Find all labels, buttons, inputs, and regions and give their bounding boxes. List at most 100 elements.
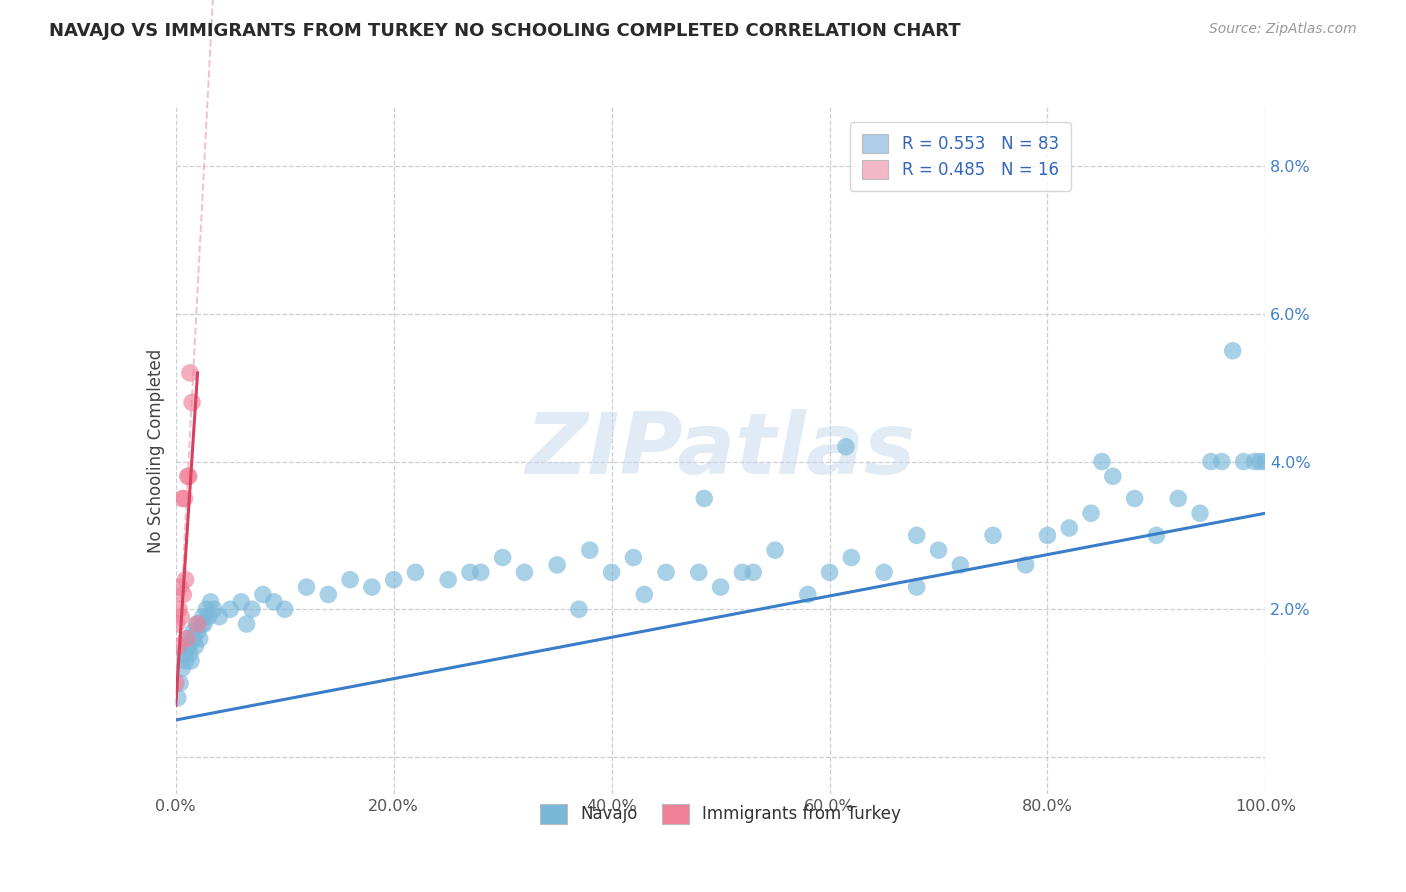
Point bbox=[231, 595, 253, 609]
Point bbox=[186, 617, 209, 632]
Point bbox=[193, 617, 215, 632]
Point bbox=[513, 566, 536, 580]
Point bbox=[710, 580, 733, 594]
Point bbox=[183, 632, 205, 646]
Point bbox=[180, 654, 202, 668]
Point bbox=[252, 587, 274, 601]
Point bbox=[197, 609, 219, 624]
Point bbox=[873, 566, 896, 580]
Point bbox=[166, 617, 188, 632]
Point bbox=[621, 550, 644, 565]
Point bbox=[1080, 506, 1102, 520]
Point bbox=[240, 602, 263, 616]
Point bbox=[1199, 454, 1222, 468]
Point bbox=[263, 595, 285, 609]
Point bbox=[1102, 469, 1125, 483]
Point bbox=[1015, 558, 1038, 572]
Point bbox=[195, 602, 218, 616]
Point bbox=[949, 558, 972, 572]
Point bbox=[928, 543, 950, 558]
Point bbox=[405, 566, 427, 580]
Point bbox=[176, 639, 198, 653]
Text: ZIPatlas: ZIPatlas bbox=[526, 409, 915, 492]
Point bbox=[600, 566, 623, 580]
Point bbox=[339, 573, 361, 587]
Point bbox=[165, 676, 187, 690]
Point bbox=[177, 469, 200, 483]
Point bbox=[568, 602, 591, 616]
Point bbox=[235, 617, 257, 632]
Y-axis label: No Schooling Completed: No Schooling Completed bbox=[146, 349, 165, 552]
Point bbox=[188, 632, 211, 646]
Point bbox=[458, 566, 481, 580]
Point bbox=[1243, 454, 1265, 468]
Point bbox=[835, 440, 858, 454]
Point bbox=[177, 639, 200, 653]
Point bbox=[170, 609, 193, 624]
Point bbox=[731, 566, 754, 580]
Text: NAVAJO VS IMMIGRANTS FROM TURKEY NO SCHOOLING COMPLETED CORRELATION CHART: NAVAJO VS IMMIGRANTS FROM TURKEY NO SCHO… bbox=[49, 22, 960, 40]
Point bbox=[1091, 454, 1114, 468]
Point bbox=[184, 639, 207, 653]
Point bbox=[1232, 454, 1256, 468]
Point bbox=[1167, 491, 1189, 506]
Point bbox=[274, 602, 297, 616]
Point bbox=[169, 580, 191, 594]
Point bbox=[905, 528, 928, 542]
Point bbox=[191, 609, 214, 624]
Point bbox=[176, 632, 198, 646]
Point bbox=[1222, 343, 1244, 358]
Point bbox=[208, 609, 231, 624]
Point bbox=[579, 543, 602, 558]
Point bbox=[172, 491, 194, 506]
Point bbox=[191, 617, 214, 632]
Point bbox=[167, 602, 190, 616]
Point bbox=[492, 550, 515, 565]
Point bbox=[763, 543, 786, 558]
Point bbox=[360, 580, 382, 594]
Point bbox=[546, 558, 568, 572]
Point bbox=[905, 580, 928, 594]
Point bbox=[295, 580, 318, 594]
Text: Source: ZipAtlas.com: Source: ZipAtlas.com bbox=[1209, 22, 1357, 37]
Point bbox=[655, 566, 678, 580]
Point bbox=[179, 366, 201, 380]
Point bbox=[633, 587, 655, 601]
Point bbox=[172, 587, 194, 601]
Point bbox=[219, 602, 242, 616]
Point bbox=[796, 587, 818, 601]
Point bbox=[202, 602, 225, 616]
Point bbox=[470, 566, 492, 580]
Point bbox=[174, 654, 197, 668]
Point bbox=[818, 566, 841, 580]
Point bbox=[179, 647, 201, 661]
Point bbox=[1211, 454, 1233, 468]
Point bbox=[1144, 528, 1167, 542]
Point bbox=[437, 573, 460, 587]
Point bbox=[1036, 528, 1059, 542]
Point bbox=[173, 491, 195, 506]
Point bbox=[841, 550, 863, 565]
Point bbox=[1249, 454, 1271, 468]
Point bbox=[167, 639, 190, 653]
Point bbox=[174, 573, 197, 587]
Point bbox=[981, 528, 1004, 542]
Point bbox=[382, 573, 405, 587]
Point bbox=[1057, 521, 1080, 535]
Point bbox=[181, 632, 204, 646]
Point bbox=[177, 469, 200, 483]
Point bbox=[173, 647, 195, 661]
Legend: Navajo, Immigrants from Turkey: Navajo, Immigrants from Turkey bbox=[533, 797, 908, 830]
Point bbox=[1123, 491, 1146, 506]
Point bbox=[181, 395, 204, 409]
Point bbox=[177, 632, 200, 646]
Point bbox=[688, 566, 710, 580]
Point bbox=[172, 661, 194, 675]
Point bbox=[181, 624, 204, 639]
Point bbox=[167, 690, 190, 705]
Point bbox=[186, 624, 209, 639]
Point bbox=[200, 595, 222, 609]
Point bbox=[742, 566, 765, 580]
Point bbox=[318, 587, 340, 601]
Point bbox=[693, 491, 716, 506]
